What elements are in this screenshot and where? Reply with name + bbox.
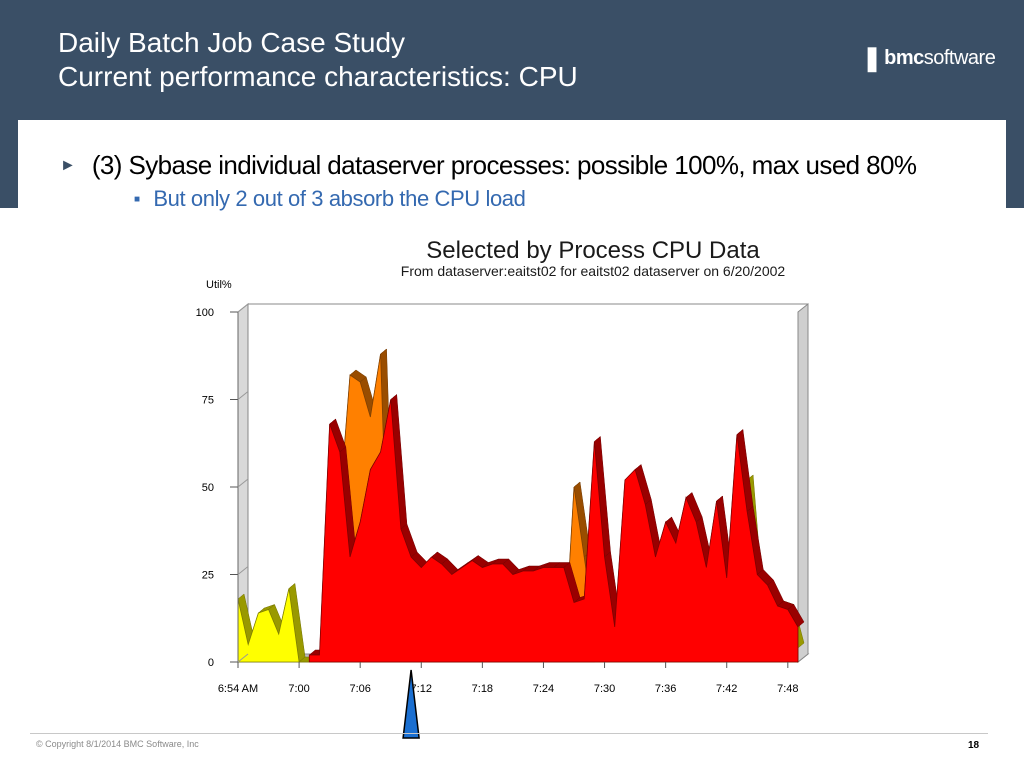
y-tick-label: 75	[202, 395, 214, 407]
y-tick-depth	[237, 303, 249, 313]
y-axis-label: Util%	[206, 279, 232, 291]
x-tick-label: 7:00	[288, 683, 309, 695]
bullet-sub-text: But only 2 out of 3 absorb the CPU load	[153, 186, 526, 211]
chart-title: Selected by Process CPU Data	[426, 237, 760, 264]
footer-divider	[30, 733, 988, 734]
x-tick-label: 7:48	[777, 683, 798, 695]
bullet-main-text: (3) Sybase individual dataserver process…	[91, 150, 917, 180]
logo-software-text: software	[923, 47, 996, 69]
x-tick-label: 7:36	[655, 683, 676, 695]
side-band-left	[0, 120, 18, 208]
y-tick-depth	[237, 478, 249, 488]
y-tick-label: 25	[202, 570, 214, 582]
x-tick-label: 7:42	[716, 683, 737, 695]
series-2-area	[308, 399, 799, 663]
y-tick-label: 0	[208, 657, 214, 669]
plot-right-wall	[797, 302, 809, 664]
cpu-chart: Selected by Process CPU Data From datase…	[160, 222, 870, 739]
y-tick-depth	[237, 391, 249, 400]
side-band-right	[1006, 120, 1024, 208]
slide-title-line1: Daily Batch Job Case Study	[58, 27, 406, 58]
header-bar	[0, 0, 1024, 120]
square-icon: ■	[134, 194, 140, 205]
bullet-sub: ■ But only 2 out of 3 absorb the CPU loa…	[134, 186, 526, 212]
y-tick-depth	[237, 566, 249, 575]
x-tick-label: 6:54 AM	[218, 683, 258, 695]
y-tick-label: 100	[196, 307, 214, 319]
triangle-right-icon: ►	[60, 157, 76, 174]
bmc-logo-icon: ❚	[862, 45, 883, 72]
x-tick-label: 7:06	[349, 683, 370, 695]
page-number: 18	[968, 740, 980, 751]
x-tick-label: 7:24	[533, 683, 554, 695]
x-tick-label: 7:30	[594, 683, 615, 695]
series-area-2	[308, 393, 805, 663]
chart-subtitle: From dataserver:eaitst02 for eaitst02 da…	[401, 263, 786, 279]
x-tick-label: 7:18	[472, 683, 493, 695]
copyright-text: © Copyright 8/1/2014 BMC Software, Inc	[36, 739, 199, 749]
logo-bmc-text: bmc	[884, 47, 924, 69]
bullet-main: ► (3) Sybase individual dataserver proce…	[60, 150, 917, 181]
y-tick-label: 50	[202, 482, 214, 494]
up-arrow-marker-icon	[402, 669, 420, 739]
chart-axes: 0 25 50 75 100 6:54 AM 7:00 7:06 7:12 7:18 7:24 7:3…	[196, 303, 799, 739]
y-tick-depth	[237, 653, 249, 663]
slide-title-line2: Current performance characteristics: CPU	[58, 61, 578, 92]
x-tick-label: 7:12	[411, 683, 432, 695]
slide-title: Daily Batch Job Case Study Current perfo…	[58, 26, 578, 94]
bmc-logo: ❚ bmc software	[862, 44, 996, 73]
chart-plot-area	[236, 302, 810, 664]
